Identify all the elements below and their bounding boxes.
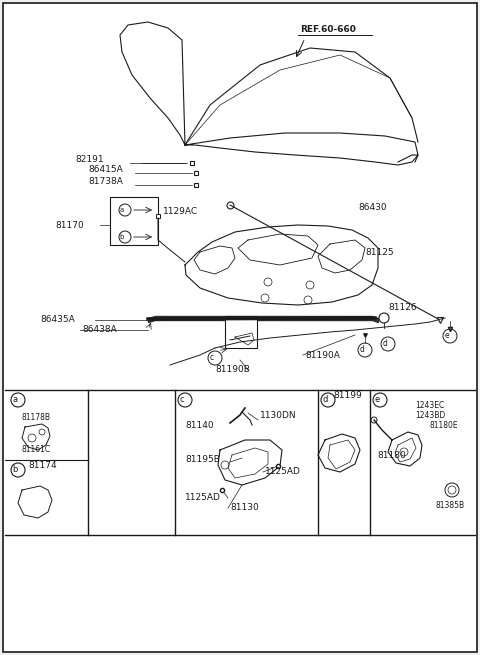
Text: 1125AD: 1125AD xyxy=(185,493,221,502)
Text: b: b xyxy=(120,234,124,240)
Text: 82191: 82191 xyxy=(75,155,104,164)
Text: 81140: 81140 xyxy=(185,421,214,430)
Text: a: a xyxy=(12,396,18,405)
Text: 81170: 81170 xyxy=(55,221,84,230)
Text: a: a xyxy=(120,207,124,213)
Text: REF.60-660: REF.60-660 xyxy=(300,25,356,34)
Text: 86415A: 86415A xyxy=(88,166,123,174)
Text: 81738A: 81738A xyxy=(88,178,123,187)
Text: 81126: 81126 xyxy=(388,303,417,312)
Text: 81125: 81125 xyxy=(365,248,394,257)
Text: 86430: 86430 xyxy=(358,203,386,212)
Text: 81199: 81199 xyxy=(333,391,362,400)
Text: 1125AD: 1125AD xyxy=(265,467,301,476)
Text: 1243EC: 1243EC xyxy=(415,401,444,410)
Text: 1130DN: 1130DN xyxy=(260,411,297,420)
Text: d: d xyxy=(360,345,364,354)
Text: 81190B: 81190B xyxy=(215,365,250,374)
Text: 81161C: 81161C xyxy=(22,445,51,454)
Bar xyxy=(225,316,257,348)
Text: 81195B: 81195B xyxy=(185,455,220,464)
Text: d: d xyxy=(322,396,328,405)
Text: 81180: 81180 xyxy=(377,451,406,460)
Text: 1129AC: 1129AC xyxy=(163,208,198,217)
Text: 1243BD: 1243BD xyxy=(415,411,445,420)
Text: c: c xyxy=(180,396,184,405)
Text: 81178B: 81178B xyxy=(22,413,51,422)
Text: 81180E: 81180E xyxy=(430,421,458,430)
Text: e: e xyxy=(374,396,380,405)
Bar xyxy=(110,197,158,245)
Text: e: e xyxy=(444,331,449,341)
Text: 81190A: 81190A xyxy=(305,351,340,360)
Text: 81130: 81130 xyxy=(230,503,259,512)
Text: 86438A: 86438A xyxy=(82,325,117,334)
Text: 81174: 81174 xyxy=(28,461,57,470)
Text: b: b xyxy=(12,466,18,474)
Text: d: d xyxy=(383,339,387,348)
Text: 86435A: 86435A xyxy=(40,315,75,324)
Text: c: c xyxy=(210,354,214,362)
Text: 81385B: 81385B xyxy=(435,501,464,510)
